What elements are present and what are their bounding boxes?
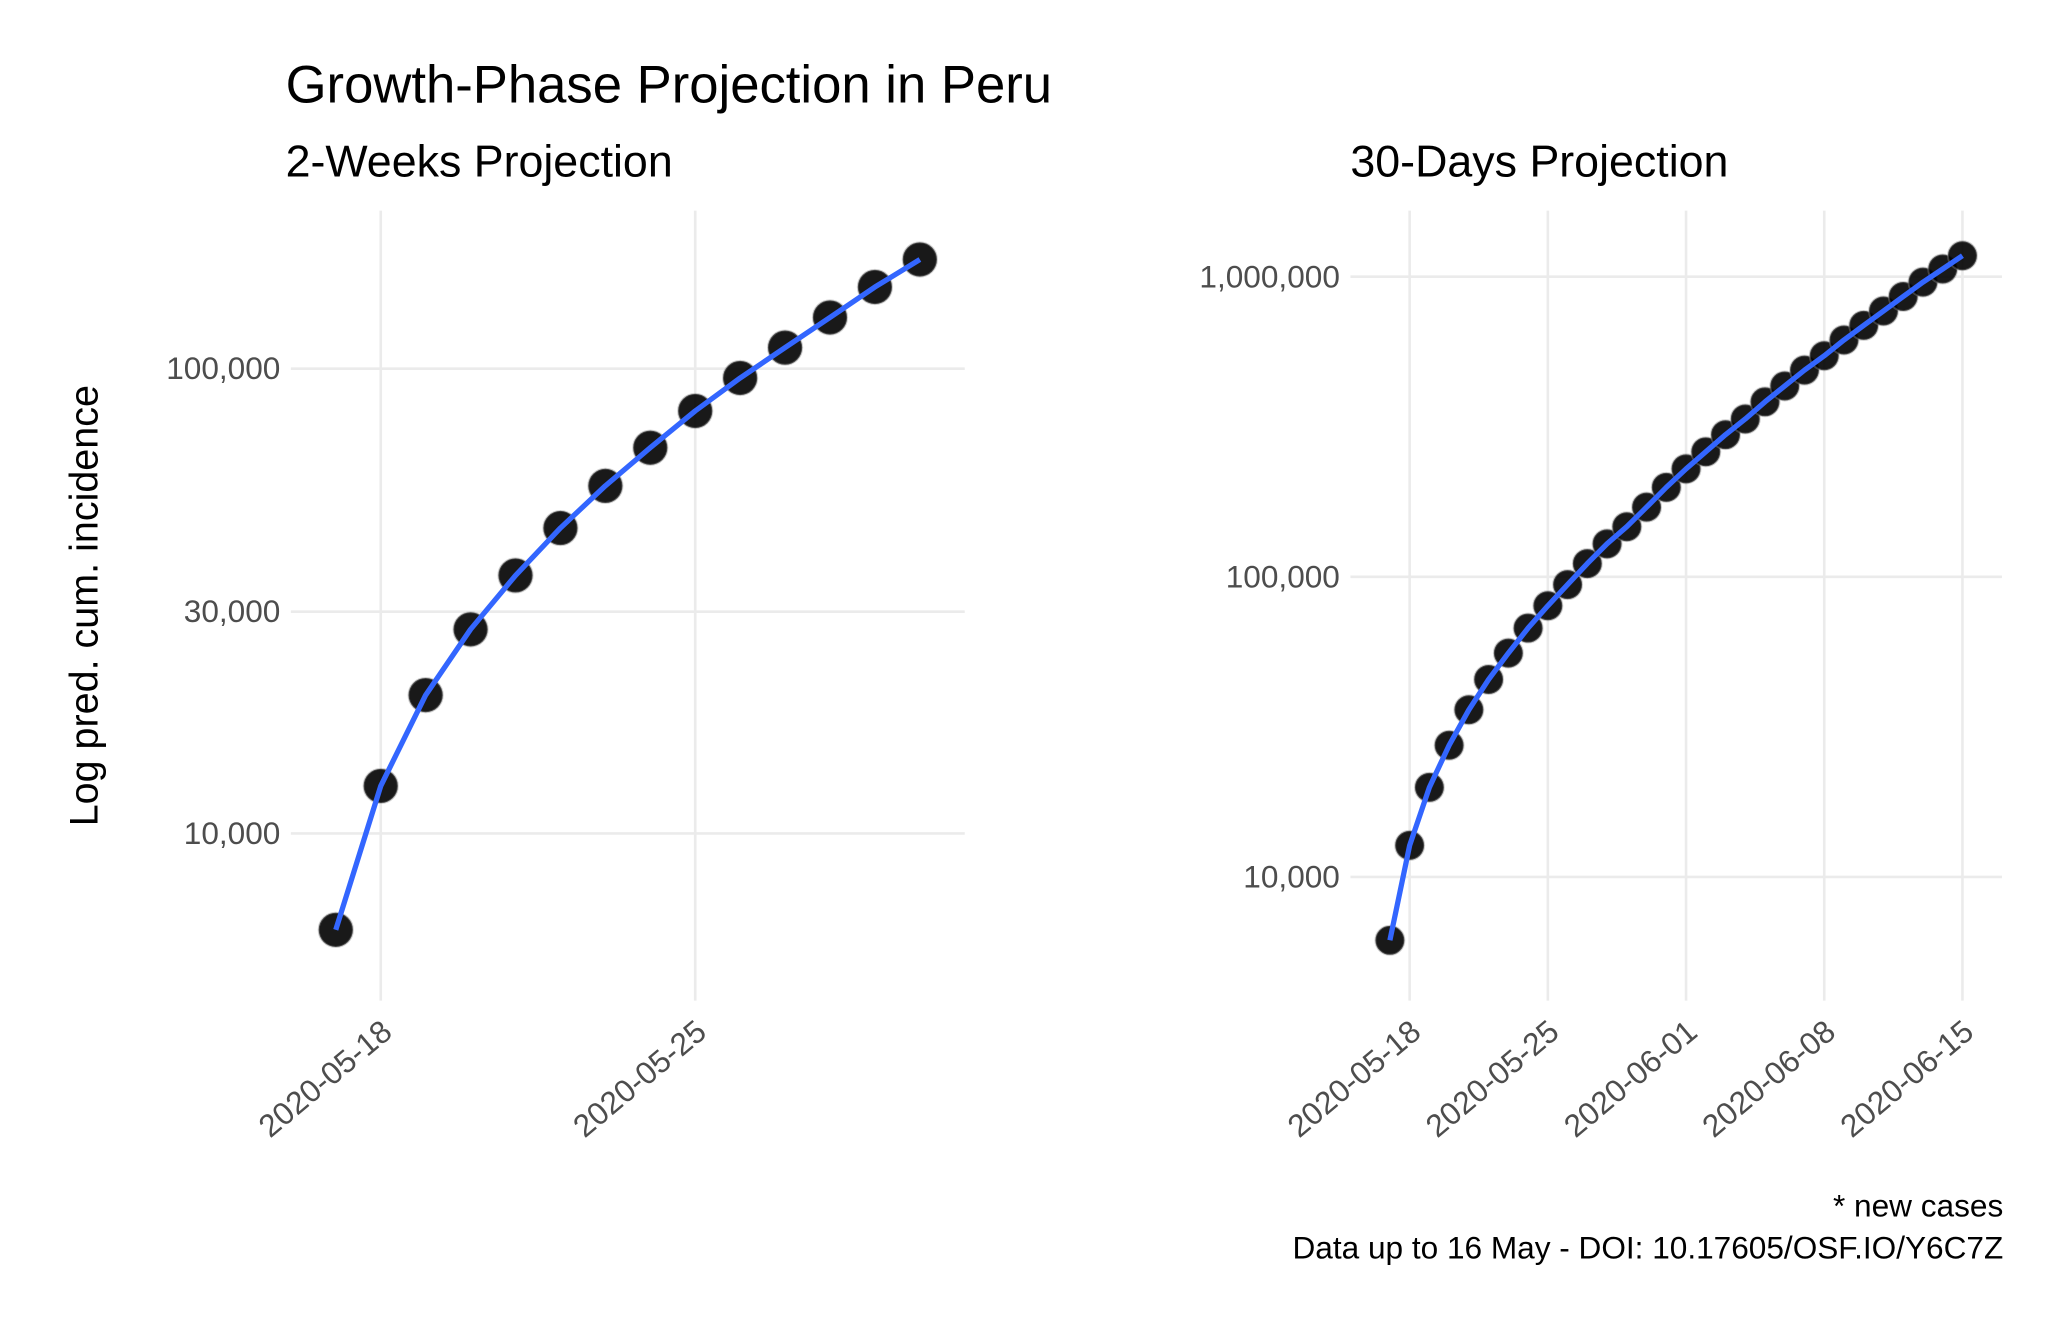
y-tick-label: 100,000 xyxy=(1226,558,1340,594)
point xyxy=(317,911,354,948)
fit-line xyxy=(333,257,922,931)
subtitle: 30-Days Projection xyxy=(1350,136,1728,186)
x-tick-label: 2020-06-08 xyxy=(1695,1013,1842,1144)
chart-title: Growth-Phase Projection in Peru xyxy=(286,56,1052,115)
x-tick-label: 2020-06-15 xyxy=(1833,1013,1980,1144)
x-tick-label: 2020-06-01 xyxy=(1557,1013,1704,1144)
y-axis-label: Log pred. cum. incidence xyxy=(62,385,106,826)
y-tick-label: 30,000 xyxy=(184,593,281,629)
x-tick-label: 2020-05-18 xyxy=(1280,1013,1427,1144)
y-tick-label: 1,000,000 xyxy=(1199,258,1339,294)
x-tick-label: 2020-05-18 xyxy=(252,1013,399,1144)
y-tick-label: 10,000 xyxy=(1243,858,1340,894)
x-tick-label: 2020-05-25 xyxy=(1419,1013,1566,1144)
y-tick-label: 100,000 xyxy=(166,350,280,386)
fit-line xyxy=(1387,253,1964,941)
point xyxy=(1374,924,1406,956)
caption: Data up to 16 May - DOI: 10.17605/OSF.IO… xyxy=(1293,1230,2004,1266)
caption: * new cases xyxy=(1833,1188,2003,1224)
y-tick-label: 10,000 xyxy=(184,815,281,851)
subtitle: 2-Weeks Projection xyxy=(286,136,673,186)
x-tick-label: 2020-05-25 xyxy=(566,1013,713,1144)
